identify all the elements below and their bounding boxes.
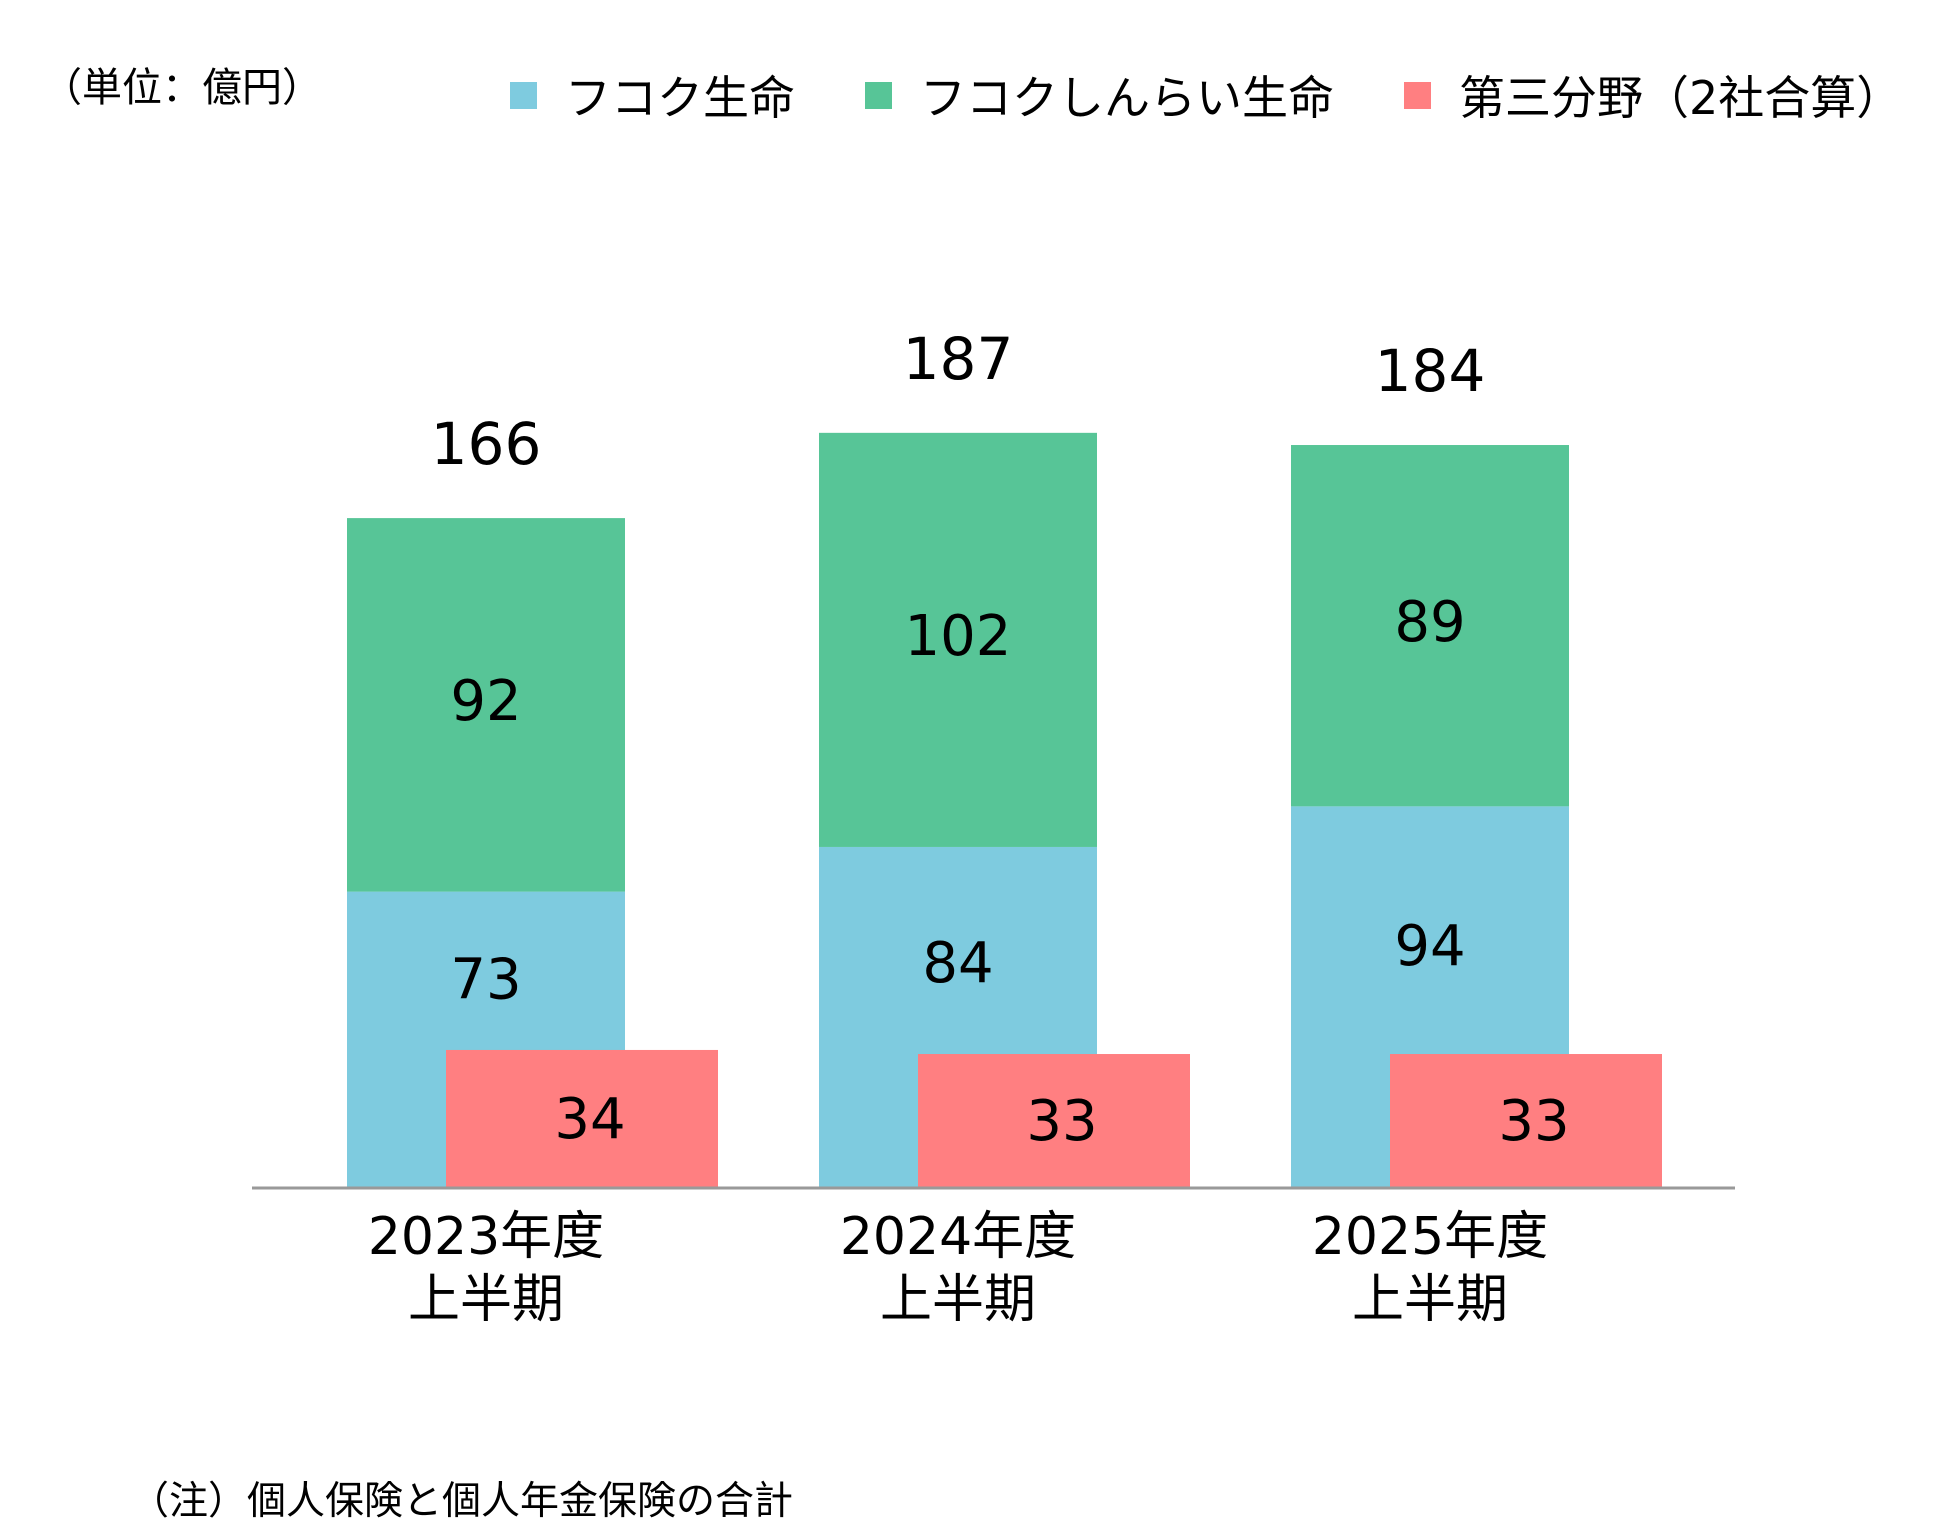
label-shinrai-0: 92 <box>450 669 521 734</box>
legend-item-third-sector: 第三分野（2社合算） <box>1404 62 1902 128</box>
legend-swatch-shinrai <box>865 81 892 109</box>
bar-shinrai-1 <box>819 432 1097 847</box>
chart-legend: フコク生命 フコクしんらい生命 第三分野（2社合算） <box>510 62 1902 128</box>
label-third-sector-1: 33 <box>1026 1089 1097 1154</box>
category-label-line1-2: 2025年度 <box>1312 1207 1548 1267</box>
label-third-sector-2: 33 <box>1498 1089 1569 1154</box>
bar-shinrai-2 <box>1291 445 1569 807</box>
category-label-line2-0: 上半期 <box>408 1270 564 1330</box>
label-fukoku-1: 84 <box>922 931 993 996</box>
legend-swatch-fukoku <box>510 81 537 109</box>
label-fukoku-2: 94 <box>1394 914 1465 979</box>
bar-third-sector-2 <box>1390 1054 1662 1188</box>
category-label-line1-1: 2024年度 <box>840 1207 1076 1267</box>
bar-third-sector-1 <box>918 1054 1190 1188</box>
legend-item-shinrai: フコクしんらい生命 <box>865 62 1334 128</box>
label-shinrai-2: 89 <box>1394 590 1465 655</box>
label-total-2: 184 <box>1375 337 1486 405</box>
category-label-line2-1: 上半期 <box>880 1270 1036 1330</box>
footnote: （注）個人保険と個人年金保険の合計 <box>130 1479 794 1524</box>
legend-label-shinrai: フコクしんらい生命 <box>920 71 1334 125</box>
label-third-sector-0: 34 <box>554 1087 625 1152</box>
legend-swatch-third-sector <box>1404 81 1431 109</box>
label-shinrai-1: 102 <box>905 604 1012 669</box>
bar-third-sector-0 <box>446 1049 718 1188</box>
legend-label-fukoku: フコク生命 <box>565 71 795 125</box>
bar-shinrai-0 <box>347 518 625 892</box>
label-total-1: 187 <box>903 325 1014 393</box>
label-fukoku-0: 73 <box>450 948 521 1013</box>
category-label-line1-0: 2023年度 <box>368 1207 604 1267</box>
legend-item-fukoku: フコク生命 <box>510 62 795 128</box>
legend-label-third-sector: 第三分野（2社合算） <box>1459 71 1903 125</box>
unit-label: （単位：億円） <box>42 65 322 111</box>
label-total-0: 166 <box>431 410 542 478</box>
category-label-line2-2: 上半期 <box>1352 1270 1508 1330</box>
